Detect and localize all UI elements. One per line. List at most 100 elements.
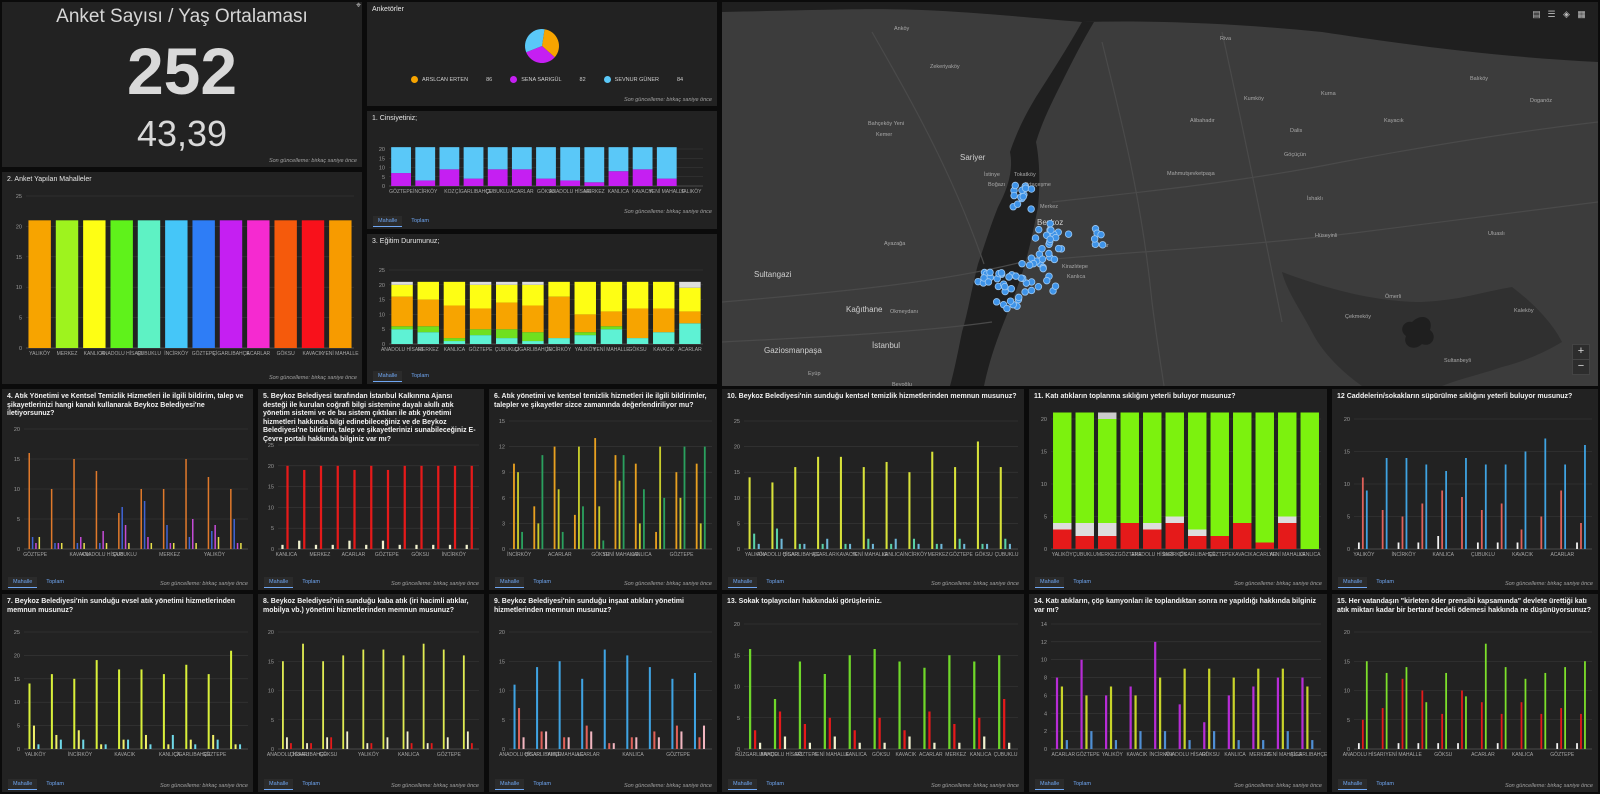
x-tick-label: İNCİRKÖY <box>547 346 572 353</box>
y-tick-label: 15 <box>268 659 274 665</box>
tab-mahalle[interactable]: Mahalle <box>264 779 294 790</box>
x-tick-label: MERKEZ <box>928 552 949 558</box>
tab-mahalle[interactable]: Mahalle <box>495 779 525 790</box>
bar-segment <box>1075 523 1094 536</box>
tab-toplam[interactable]: Toplam <box>533 579 551 585</box>
bar <box>626 655 629 749</box>
basemap-icon[interactable]: ▦ <box>1577 9 1586 19</box>
map-road <box>1221 31 1283 323</box>
chart-title: 12 Caddelerin/sokakların süpürülme sıklı… <box>1337 393 1573 400</box>
map-place-label: İshaklı <box>1307 195 1323 202</box>
bar <box>826 538 829 549</box>
x-tick-label: KAVACIK <box>895 752 917 758</box>
tab-mahalle[interactable]: Mahalle <box>264 577 294 588</box>
bar <box>1500 713 1503 749</box>
tab-mahalle[interactable]: Mahalle <box>495 577 525 588</box>
pie-legend-item[interactable]: ARSLCAN ERTEN 86 <box>411 76 492 83</box>
zoom-out-button[interactable]: − <box>1572 359 1590 375</box>
bar <box>699 523 702 549</box>
map-panel[interactable]: Anköy Riva Zekeriyaköy Bahçeköy Yeni Kemer Al… <box>722 2 1598 386</box>
tab-toplam[interactable]: Toplam <box>1073 781 1091 787</box>
bar-segment <box>496 338 518 344</box>
tab-toplam[interactable]: Toplam <box>766 781 784 787</box>
layers-icon[interactable]: ◈ <box>1563 9 1570 19</box>
tab-mahalle[interactable]: Mahalle <box>373 216 403 227</box>
x-tick-label: ACARLAR <box>1253 552 1277 558</box>
bar-chart: 0 5 10 15 20 ANADOLU HİSARI YENİ MAHALLE GÖKSU A… <box>1343 630 1592 758</box>
bar <box>1520 529 1523 549</box>
survey-point-marker <box>986 268 994 277</box>
bar-segment <box>439 169 460 186</box>
y-tick-label: 2 <box>1044 729 1047 735</box>
bar-segment <box>632 147 653 170</box>
y-tick-label: 0 <box>502 747 505 753</box>
tab-mahalle[interactable]: Mahalle <box>8 577 38 588</box>
tab-toplam[interactable]: Toplam <box>46 781 64 787</box>
bar <box>219 220 243 348</box>
legend-icon[interactable]: ▤ <box>1532 9 1541 19</box>
x-tick-label: İNCİRKÖY <box>164 350 189 357</box>
bar <box>1504 464 1507 549</box>
bar <box>1105 695 1108 749</box>
bar <box>940 543 943 549</box>
pie-legend-item[interactable]: SENA SARIGÜL 82 <box>510 76 586 83</box>
tab-toplam[interactable]: Toplam <box>1376 579 1394 585</box>
y-tick-label: 9 <box>502 470 505 476</box>
bar <box>28 220 51 348</box>
bar <box>912 538 916 549</box>
map-place-label: Kumköy <box>1244 96 1264 102</box>
survey-point-marker <box>1031 234 1040 242</box>
map[interactable]: Anköy Riva Zekeriyaköy Bahçeköy Yeni Kemer Al… <box>722 2 1598 386</box>
bar <box>1252 686 1255 749</box>
bar-segment <box>511 147 532 170</box>
pie-legend-item[interactable]: SEVNUR GÜNER 84 <box>603 76 683 83</box>
bar <box>545 731 548 749</box>
crosshair-icon[interactable]: ⌖ <box>355 2 362 10</box>
tab-mahalle[interactable]: Mahalle <box>1338 779 1368 790</box>
bar-segment <box>487 169 508 186</box>
y-tick-label: 10 <box>14 700 20 706</box>
tab-mahalle[interactable]: Mahalle <box>1035 577 1065 588</box>
y-tick-label: 0 <box>271 547 274 553</box>
bar-segment <box>417 332 439 344</box>
tab-toplam[interactable]: Toplam <box>302 781 320 787</box>
tab-mahalle[interactable]: Mahalle <box>728 779 758 790</box>
bar <box>95 471 98 549</box>
kpi-panel: Anket Sayısı / Yaş Ortalaması 252 43,39 … <box>2 2 362 167</box>
chart-title: 6. Atık yönetimi ve kentsel temizlik hiz… <box>494 393 707 409</box>
map-place-label: Kağıthane <box>846 305 883 314</box>
bar <box>73 678 76 749</box>
y-tick-label: 5 <box>19 316 22 322</box>
bar <box>540 731 543 749</box>
tab-mahalle[interactable]: Mahalle <box>1338 577 1368 588</box>
tab-mahalle[interactable]: Mahalle <box>8 779 38 790</box>
bar <box>1445 672 1448 749</box>
tab-mahalle[interactable]: Mahalle <box>1035 779 1065 790</box>
tab-toplam[interactable]: Toplam <box>411 218 429 224</box>
tab-toplam[interactable]: Toplam <box>411 373 429 379</box>
bar <box>1465 458 1467 549</box>
chart-panel-c10: 10. Beykoz Belediyesi'nin sunduğu kentse… <box>722 389 1024 590</box>
tab-toplam[interactable]: Toplam <box>46 579 64 585</box>
tab-toplam[interactable]: Toplam <box>533 781 551 787</box>
bar <box>1580 713 1582 749</box>
bar <box>303 469 306 549</box>
list-icon[interactable]: ☰ <box>1547 9 1556 19</box>
tab-mahalle[interactable]: Mahalle <box>373 371 403 382</box>
bar <box>432 544 435 549</box>
tab-toplam[interactable]: Toplam <box>1376 781 1394 787</box>
bar <box>541 455 544 549</box>
tab-toplam[interactable]: Toplam <box>1073 579 1091 585</box>
bar <box>465 544 468 549</box>
x-tick-label: ANADOLU HİSARI <box>81 551 123 558</box>
tab-toplam[interactable]: Toplam <box>766 579 784 585</box>
bar-segment <box>600 281 623 312</box>
x-tick-label: İNCİRKÖY <box>507 551 532 558</box>
bar <box>533 506 536 549</box>
tab-toplam[interactable]: Toplam <box>302 579 320 585</box>
chart-title: 15. Her vatandaşın "kirleten öder prensi… <box>1337 598 1592 614</box>
zoom-in-button[interactable]: + <box>1572 344 1590 360</box>
tab-mahalle[interactable]: Mahalle <box>728 577 758 588</box>
